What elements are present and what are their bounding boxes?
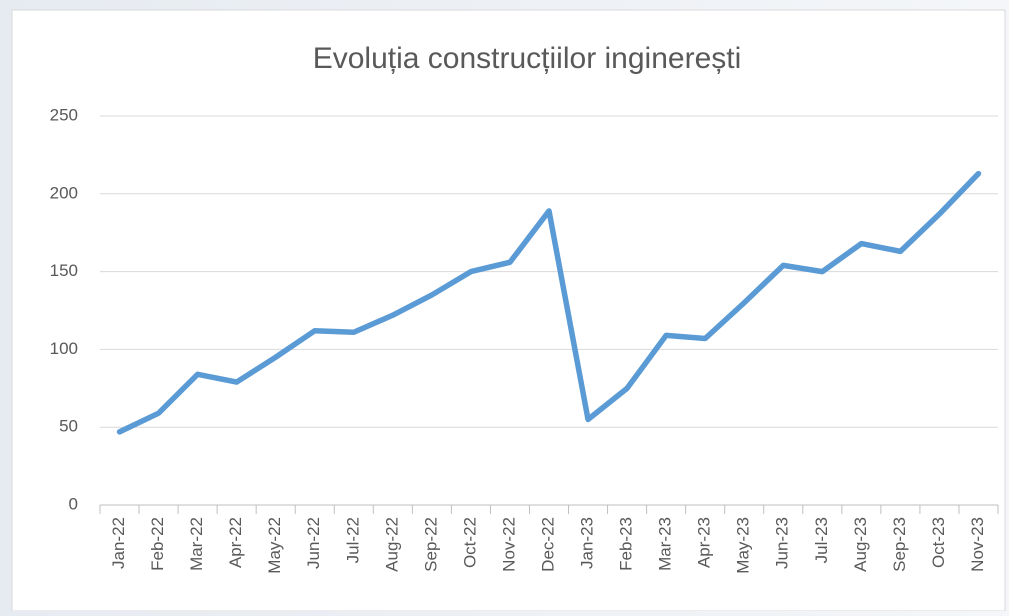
y-tick-label: 50 [59, 417, 78, 436]
x-tick-label: Apr-23 [695, 517, 714, 568]
y-tick-label: 0 [69, 494, 78, 513]
x-tick-label: Dec-22 [538, 517, 557, 572]
y-tick-label: 150 [50, 261, 78, 280]
x-tick-label: Jul-22 [343, 517, 362, 563]
x-tick-label: Nov-23 [968, 517, 987, 572]
x-tick-label: Feb-23 [617, 517, 636, 571]
x-tick-label: Oct-22 [460, 517, 479, 568]
x-tick-label: Sep-22 [421, 517, 440, 572]
x-tick-label: Aug-22 [382, 517, 401, 572]
chart-title: Evoluția construcțiilor inginerești [313, 42, 742, 75]
x-tick-label: Sep-23 [890, 517, 909, 572]
x-tick-label: Aug-23 [851, 517, 870, 572]
x-tick-label: Jun-22 [304, 517, 323, 569]
y-tick-label: 250 [50, 105, 78, 124]
x-tick-label: Jan-23 [578, 517, 597, 569]
x-tick-label: Oct-23 [929, 517, 948, 568]
y-tick-label: 100 [50, 339, 78, 358]
x-tick-label: Jun-23 [773, 517, 792, 569]
x-tick-label: Mar-22 [187, 517, 206, 571]
x-tick-label: Jul-23 [812, 517, 831, 563]
line [116, 170, 982, 435]
x-tick-label: Mar-23 [656, 517, 675, 571]
x-tick-label: May-22 [265, 517, 284, 574]
chart-area [11, 9, 1006, 612]
x-tick-label: May-23 [734, 517, 753, 574]
x-tick-label: Feb-22 [148, 517, 167, 571]
x-tick-label: Nov-22 [499, 517, 518, 572]
x-tick-label: Jan-22 [109, 517, 128, 569]
x-tick-label: Apr-22 [226, 517, 245, 568]
y-tick-label: 200 [50, 183, 78, 202]
